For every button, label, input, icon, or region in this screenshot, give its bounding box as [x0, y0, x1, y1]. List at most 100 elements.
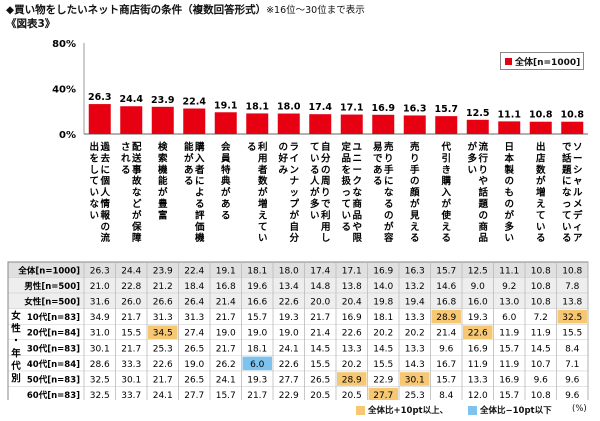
- table-cell: 26.6: [153, 298, 173, 308]
- table-cell: 14.0: [373, 282, 393, 292]
- category-label-char: い: [562, 222, 572, 233]
- table-cell: 20.5: [310, 391, 330, 400]
- table-cell: 33.3: [121, 360, 141, 370]
- highlight-high: [368, 387, 398, 400]
- category-label-char: で: [373, 153, 383, 164]
- category-label-char: 流: [100, 232, 110, 244]
- category-label-char: い: [341, 210, 351, 221]
- table-cell: 16.9: [373, 266, 393, 276]
- y-tick-label: 80%: [52, 39, 76, 50]
- table-cell: 12.5: [468, 266, 488, 276]
- table-cell: 22.6: [153, 360, 173, 370]
- category-label-char: 分: [289, 232, 299, 244]
- table-cell: 15.5: [562, 329, 582, 339]
- table-cell: 7.8: [565, 282, 580, 292]
- table-cell: 34.5: [153, 329, 173, 339]
- bar: [183, 108, 206, 134]
- table-cell: 19.0: [279, 329, 299, 339]
- category-label-char: 故: [132, 175, 142, 187]
- table-row: [8, 340, 588, 356]
- category-label-char: に: [195, 176, 205, 187]
- table-cell: 10.8: [531, 266, 551, 276]
- table-cell: 26.0: [121, 298, 141, 308]
- category-label-char: や: [478, 176, 488, 187]
- table-cell: 10.7: [531, 360, 551, 370]
- category-label-char: 題: [562, 164, 572, 176]
- highlight-high: [463, 325, 493, 339]
- table-cell: 21.4: [436, 329, 456, 339]
- category-label-char: ャ: [573, 176, 583, 187]
- category-label-char: 自: [321, 141, 331, 153]
- category-label-char: も: [504, 188, 514, 199]
- highlight-high: [337, 372, 367, 386]
- category-label-char: が: [410, 198, 420, 210]
- table-cell: 26.3: [90, 266, 110, 276]
- table-cell: 15.7: [247, 313, 267, 323]
- category-label-char: に: [562, 176, 572, 187]
- table-cell: 24.1: [279, 344, 299, 354]
- category-label-char: な: [89, 199, 99, 210]
- table-cell: 7.2: [534, 313, 548, 323]
- category-label-char: 索: [158, 152, 168, 164]
- category-label-char: な: [352, 188, 362, 199]
- table-cell: 16.8: [436, 298, 456, 308]
- category-label-char: 品: [341, 153, 351, 164]
- category-label-char: が: [467, 141, 477, 153]
- table-cell: 17.1: [342, 266, 362, 276]
- category-label-char: る: [441, 233, 451, 244]
- category-label-char: プ: [289, 198, 299, 210]
- row-label: 60代[n=83]: [27, 390, 80, 400]
- category-label-char: ニ: [352, 153, 362, 164]
- legend-high: 全体比+10pt以上、: [356, 404, 448, 416]
- table-cell: 28.6: [90, 360, 110, 370]
- table-cell: 18.1: [247, 266, 267, 276]
- category-label-char: 増: [258, 198, 268, 210]
- category-label-char: 品: [352, 210, 362, 221]
- table-row: [8, 386, 588, 400]
- category-label-char: 者: [194, 164, 205, 176]
- table-cell: 20.2: [405, 329, 425, 339]
- category-label-char: が: [441, 198, 451, 210]
- table-cell: 21.4: [310, 329, 330, 339]
- bar-value-label: 11.1: [498, 109, 521, 120]
- row-label: 30代[n=83]: [27, 343, 80, 354]
- table-cell: 22.6: [279, 298, 299, 308]
- category-label-char: る: [410, 233, 420, 244]
- bar: [151, 106, 174, 134]
- category-label-char: 日: [504, 142, 514, 153]
- table-cell: 22.6: [342, 329, 362, 339]
- table-cell: 12.0: [468, 391, 488, 400]
- category-label-char: 店: [536, 152, 546, 164]
- category-label-char: 富: [158, 209, 168, 221]
- table-cell: 15.7: [499, 391, 519, 400]
- category-label-char: い: [310, 153, 320, 164]
- row-label: 50代[n=83]: [27, 375, 80, 386]
- table-cell: 21.7: [310, 313, 330, 323]
- table-cell: 19.1: [216, 266, 236, 276]
- table-cell: 15.7: [216, 391, 236, 400]
- category-label-char: 扱: [341, 175, 351, 187]
- category-label-char: ッ: [289, 188, 299, 199]
- table-row: [8, 293, 588, 309]
- category-label-char: が: [504, 209, 514, 221]
- category-label-char: 顔: [409, 187, 420, 199]
- category-label-char: て: [258, 222, 268, 233]
- category-label-char: ン: [289, 165, 299, 176]
- low-swatch: [468, 405, 477, 415]
- category-label-char: 多: [504, 221, 514, 233]
- category-label-char: 好: [277, 152, 288, 164]
- table-cell: 22.8: [121, 282, 141, 292]
- table-cell: 13.3: [405, 344, 425, 354]
- table-cell: 16.6: [247, 298, 267, 308]
- category-label-char: 人: [100, 187, 110, 199]
- category-label-char: 用: [320, 222, 331, 233]
- bar-value-label: 16.3: [403, 103, 426, 114]
- table-cell: 16.3: [405, 266, 425, 276]
- category-label-char: あ: [184, 164, 194, 176]
